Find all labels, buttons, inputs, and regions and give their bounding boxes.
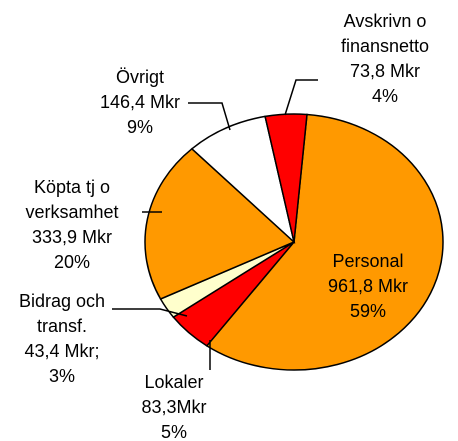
slice-label: Lokaler — [144, 372, 203, 392]
pie-slice — [144, 147, 296, 300]
percentage-label: 20% — [54, 252, 90, 272]
percentage-label: 59% — [350, 301, 386, 321]
percentage-label: 9% — [127, 117, 153, 137]
value-label: 43,4 Mkr; — [24, 341, 99, 361]
slice-label: Bidrag och — [19, 291, 105, 311]
slice-label: Avskrivn o — [344, 11, 427, 31]
value-label: 961,8 Mkr — [328, 276, 408, 296]
value-label: 146,4 Mkr — [100, 92, 180, 112]
percentage-label: 5% — [161, 422, 187, 441]
leader-line — [112, 308, 188, 317]
value-label: 83,3Mkr — [141, 397, 206, 417]
pie-slice — [205, 113, 444, 371]
slice-label: verksamhet — [25, 202, 118, 222]
percentage-label: 3% — [49, 366, 75, 386]
slice-label: Personal — [332, 251, 403, 271]
slice-label: finansnetto — [341, 36, 429, 56]
slice-label: Köpta tj o — [34, 177, 110, 197]
leader-line — [284, 79, 318, 116]
slice-label: Övrigt — [116, 67, 164, 87]
value-label: 73,8 Mkr — [350, 61, 420, 81]
value-label: 333,9 Mkr — [32, 227, 112, 247]
slice-label: transf. — [37, 316, 87, 336]
percentage-label: 4% — [372, 86, 398, 106]
leader-line — [188, 102, 231, 131]
pie-slice — [190, 115, 296, 245]
